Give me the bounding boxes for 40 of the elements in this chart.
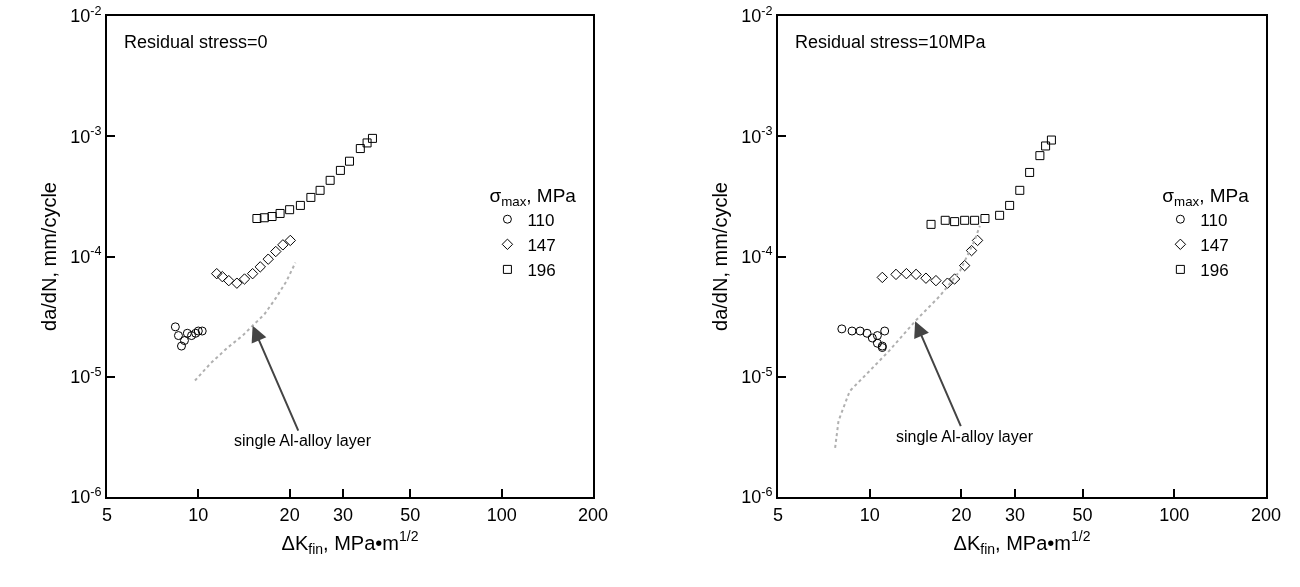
legend-label: 196 — [1200, 261, 1229, 281]
annotation: Residual stress=0 — [124, 32, 268, 52]
y-tick-label: 10$^{-2}$ — [70, 3, 102, 27]
y-axis-title: da/dN, mm/cycle — [38, 182, 61, 331]
y-tick-label: 10$^{-5}$ — [741, 364, 773, 388]
y-tick-label: 10$^{-6}$ — [741, 484, 773, 508]
y-tick-label: 10$^{-6}$ — [70, 484, 102, 508]
x-tick-label: 20 — [951, 504, 972, 525]
annotation: single Al-alloy layer — [896, 428, 1034, 445]
y-tick-label: 10$^{-4}$ — [70, 244, 102, 267]
y-tick-label: 10$^{-2}$ — [741, 3, 773, 27]
legend-label: 196 — [527, 261, 556, 281]
x-tick-label: 20 — [279, 504, 300, 525]
legend-label: 110 — [527, 210, 555, 230]
x-tick-label: 10 — [188, 504, 209, 525]
x-tick-label: 200 — [1250, 504, 1282, 525]
legend-title: σ$_{max}$, MPa — [1162, 184, 1250, 209]
x-tick-label: 50 — [400, 504, 421, 525]
x-tick-label: 5 — [772, 504, 784, 525]
x-axis-title: ΔK$_{fin}$, MPa•m$^{1/2}$ — [281, 528, 419, 557]
y-tick-label: 10$^{-4}$ — [741, 244, 773, 267]
x-tick-label: 5 — [101, 504, 113, 525]
x-tick-label: 200 — [577, 504, 609, 525]
legend-title: σ$_{max}$, MPa — [489, 184, 577, 209]
legend-label: 110 — [1200, 210, 1228, 230]
x-tick-label: 30 — [1005, 504, 1026, 525]
x-axis-title: ΔK$_{fin}$, MPa•m$^{1/2}$ — [953, 528, 1091, 557]
y-tick-label: 10$^{-3}$ — [741, 123, 773, 147]
y-axis-title: da/dN, mm/cycle — [709, 182, 732, 331]
x-tick-label: 10 — [859, 504, 880, 525]
legend-label: 147 — [527, 235, 556, 255]
legend-label: 147 — [1200, 235, 1229, 255]
annotation: single Al-alloy layer — [234, 432, 372, 449]
x-tick-label: 50 — [1072, 504, 1093, 525]
x-tick-label: 100 — [1159, 504, 1190, 525]
y-tick-label: 10$^{-5}$ — [70, 364, 102, 388]
x-tick-label: 100 — [486, 504, 517, 525]
x-tick-label: 30 — [333, 504, 354, 525]
y-tick-label: 10$^{-3}$ — [70, 123, 102, 147]
annotation: Residual stress=10MPa — [795, 32, 987, 52]
